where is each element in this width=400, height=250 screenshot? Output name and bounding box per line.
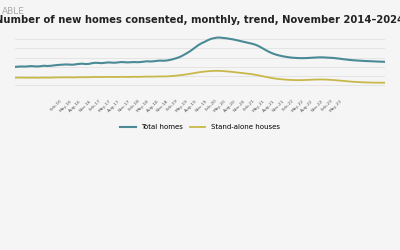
Stand-alone houses bbox=[138, 75, 143, 78]
Total homes bbox=[215, 36, 220, 39]
Line: Total homes: Total homes bbox=[15, 38, 385, 67]
Title: Number of new homes consented, monthly, trend, November 2014–2024: Number of new homes consented, monthly, … bbox=[0, 15, 400, 25]
Stand-alone houses bbox=[241, 72, 246, 75]
Total homes bbox=[138, 60, 143, 64]
Total homes bbox=[357, 59, 362, 62]
Stand-alone houses bbox=[215, 69, 220, 72]
Stand-alone houses bbox=[13, 76, 18, 79]
Stand-alone houses bbox=[382, 81, 387, 84]
Line: Stand-alone houses: Stand-alone houses bbox=[15, 71, 385, 83]
Total homes bbox=[325, 56, 330, 59]
Stand-alone houses bbox=[264, 76, 268, 78]
Legend: Total homes, Stand-alone houses: Total homes, Stand-alone houses bbox=[118, 122, 282, 133]
Stand-alone houses bbox=[357, 81, 362, 84]
Total homes bbox=[13, 65, 18, 68]
Stand-alone houses bbox=[315, 78, 320, 81]
Total homes bbox=[315, 56, 320, 59]
Stand-alone houses bbox=[325, 78, 330, 81]
Total homes bbox=[241, 40, 246, 43]
Text: ABLE: ABLE bbox=[2, 8, 25, 16]
Total homes bbox=[382, 60, 387, 63]
Total homes bbox=[264, 49, 268, 52]
